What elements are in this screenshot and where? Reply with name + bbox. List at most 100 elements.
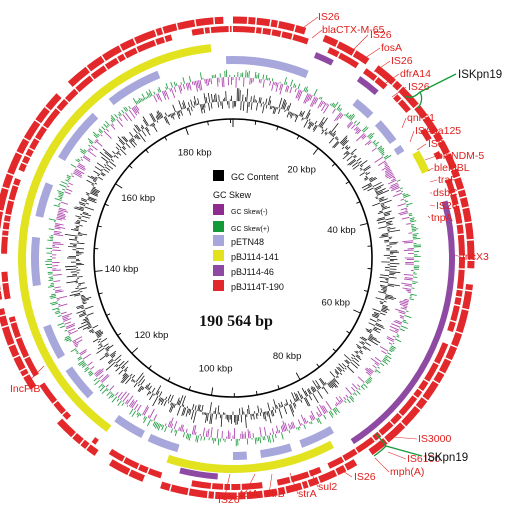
gc-content-bar bbox=[340, 137, 348, 145]
gc-content-bar bbox=[378, 226, 387, 229]
tick-mark bbox=[104, 203, 109, 207]
gc-content-bar bbox=[332, 133, 336, 138]
gc-content-bar bbox=[342, 152, 350, 160]
gc-skew-bar bbox=[333, 112, 342, 122]
gc-skew-bar bbox=[385, 169, 392, 174]
gc-skew-bar bbox=[82, 353, 91, 360]
gc-content-bar bbox=[202, 103, 206, 113]
gc-content-bar bbox=[82, 317, 89, 321]
gc-skew-bar bbox=[262, 79, 265, 88]
gc-skew-bar bbox=[125, 106, 129, 111]
gc-content-bar bbox=[352, 164, 360, 170]
gc-content-bar bbox=[267, 402, 271, 411]
gc-skew-bar bbox=[58, 202, 61, 205]
gc-content-bar bbox=[366, 330, 372, 334]
gc-content-bar bbox=[385, 294, 393, 297]
gc-content-bar bbox=[122, 372, 127, 377]
gc-skew-bar bbox=[395, 319, 403, 324]
gc-content-bar bbox=[104, 352, 108, 355]
pbj114t-190-inner-strand bbox=[64, 88, 79, 103]
gc-skew-bar bbox=[377, 160, 386, 166]
gc-skew-bar bbox=[101, 375, 110, 383]
gc-content-bar bbox=[389, 241, 399, 244]
pbj114t-190-outer-strand bbox=[23, 120, 41, 141]
gc-skew-bar bbox=[188, 82, 192, 91]
gc-content-bar bbox=[76, 310, 86, 314]
gc-content-bar bbox=[198, 404, 201, 412]
gene-label: tnpA bbox=[431, 212, 453, 224]
gc-content-bar bbox=[290, 403, 295, 413]
petn48-ring bbox=[374, 120, 397, 145]
pbj114t-190-outer-strand bbox=[433, 131, 444, 143]
gc-content-bar bbox=[286, 111, 290, 118]
gene-label: IS26 bbox=[354, 471, 376, 483]
gc-skew-bar bbox=[65, 338, 72, 342]
gc-skew-bar bbox=[321, 102, 327, 112]
gc-skew-bar bbox=[399, 316, 404, 319]
gc-skew-bar bbox=[53, 280, 61, 283]
gc-content-bar bbox=[278, 402, 281, 408]
gc-skew-bar bbox=[160, 424, 163, 427]
gc-skew-bar bbox=[134, 403, 139, 411]
gc-skew-bar bbox=[116, 398, 120, 402]
gc-skew-bar bbox=[381, 350, 387, 355]
gc-skew-bar bbox=[131, 410, 137, 418]
pbj114t-190-inner-strand bbox=[18, 162, 27, 172]
gc-skew-bar bbox=[360, 385, 365, 390]
gc-skew-bar bbox=[56, 216, 66, 220]
gc-content-bar bbox=[141, 387, 145, 391]
gc-content-bar bbox=[269, 100, 272, 106]
gc-content-bar bbox=[76, 220, 81, 222]
pbj114t-190-outer-strand bbox=[462, 290, 473, 310]
gc-skew-bar bbox=[358, 387, 361, 391]
gc-content-bar bbox=[346, 365, 355, 374]
gc-skew-bar bbox=[348, 113, 355, 120]
tick-mark bbox=[356, 201, 361, 204]
gc-content-bar bbox=[167, 114, 169, 117]
gc-skew-bar bbox=[210, 427, 213, 438]
gc-skew-bar bbox=[403, 194, 411, 199]
legend-swatch bbox=[213, 170, 224, 181]
gc-skew-bar bbox=[67, 178, 70, 181]
gc-content-bar bbox=[77, 234, 83, 236]
gc-content-bar bbox=[211, 94, 213, 103]
gc-skew-bar bbox=[58, 303, 68, 307]
pbj114t-190-outer-strand bbox=[433, 371, 445, 384]
gc-content-bar bbox=[87, 197, 96, 202]
gc-content-bar bbox=[380, 286, 388, 289]
gc-skew-bar bbox=[131, 399, 138, 409]
gc-skew-bar bbox=[400, 187, 403, 190]
pbj114t-190-outer-strand bbox=[401, 406, 421, 427]
gene-label-leader bbox=[311, 29, 323, 39]
gc-skew-bar bbox=[323, 414, 327, 420]
gc-skew-bar bbox=[317, 100, 323, 109]
gc-skew-bar bbox=[335, 403, 338, 407]
gc-skew-bar bbox=[47, 239, 53, 242]
gc-content-bar bbox=[81, 215, 90, 219]
gc-content-bar bbox=[80, 294, 84, 297]
gc-content-bar bbox=[321, 129, 325, 135]
gene-label: IS26 bbox=[318, 11, 340, 23]
gc-skew-bar bbox=[374, 156, 384, 163]
gc-content-bar bbox=[365, 342, 371, 347]
gc-skew-bar bbox=[385, 354, 392, 360]
gc-skew-bar bbox=[269, 432, 272, 436]
gc-skew-bar bbox=[106, 388, 109, 392]
pbj114t-190-inner-strand bbox=[204, 27, 210, 34]
gc-content-bar bbox=[248, 101, 250, 108]
gc-content-bar bbox=[272, 406, 274, 410]
gc-content-bar bbox=[170, 402, 173, 406]
tick-mark bbox=[359, 222, 368, 226]
pbj114t-190-outer-strand bbox=[285, 482, 303, 494]
gc-content-bar bbox=[75, 215, 82, 218]
gc-content-bar bbox=[86, 321, 90, 324]
gc-skew-bar bbox=[60, 311, 67, 315]
gc-content-bar bbox=[375, 190, 378, 192]
gc-content-bar bbox=[293, 113, 295, 116]
pbj114t-190-inner-strand bbox=[362, 68, 378, 82]
gc-skew-bar bbox=[409, 219, 415, 221]
tick-mark bbox=[312, 147, 319, 155]
gc-content-bar bbox=[365, 175, 368, 178]
gc-content-bar bbox=[246, 101, 249, 114]
gc-skew-bar bbox=[269, 80, 272, 86]
